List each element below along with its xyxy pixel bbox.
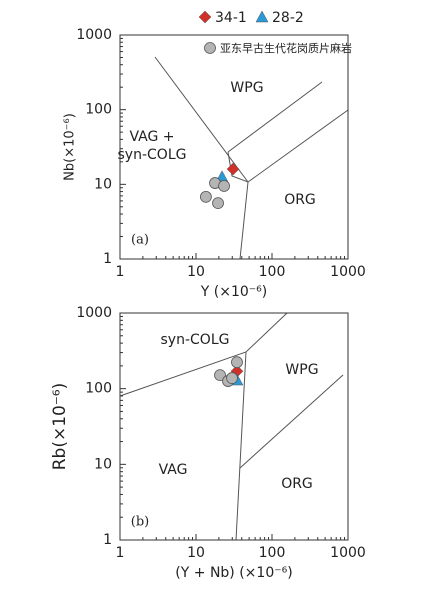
x-axis-label: Y (×10⁻⁶) [200,284,267,300]
y-tick-label: 10 [94,456,112,472]
field-label: (a) [131,233,149,248]
x-axis-label: (Y + Nb) (×10⁻⁶) [175,565,292,581]
field-label: syn-COLG [118,147,187,163]
point [212,197,224,210]
y-tick-label: 1000 [76,27,112,43]
field-label: syn-COLG [161,332,230,348]
field-label: VAG + [129,129,174,145]
boundary [119,312,288,397]
field-label: ORG [284,192,316,208]
legend-label: 34-1 [215,10,247,26]
y-tick-label: 1 [103,532,112,548]
y-tick-label: 1 [103,251,112,267]
legend-label: 亚东早古生代花岗质片麻岩 [220,41,352,55]
boundary [227,81,323,153]
point [200,190,212,203]
x-tick-label: 1 [116,264,125,280]
field-label: VAG [159,462,188,478]
legend-marker [255,10,269,23]
legend-marker [198,10,212,24]
plot-frame [119,312,349,541]
y-tick-label: 100 [85,102,112,118]
field-label: WPG [230,80,263,96]
point [226,372,238,384]
x-tick-label: 1000 [330,264,366,280]
x-tick-label: 1000 [330,545,366,561]
y-axis-label: Rb(×10⁻⁶) [50,383,70,471]
y-tick-label: 1000 [76,305,112,321]
boundary [227,109,349,183]
boundary [239,374,344,469]
x-tick-label: 100 [259,264,286,280]
x-tick-label: 10 [187,545,205,561]
x-tick-label: 10 [187,264,205,280]
point [214,369,226,382]
y-axis-label: Nb(×10⁻⁶) [63,113,78,181]
field-label: WPG [285,362,318,378]
legend-label: 28-2 [272,10,304,26]
field-label: ORG [281,476,313,492]
field-label: (b) [131,515,149,530]
point [226,162,240,176]
boundary [235,351,247,541]
legend-marker [204,42,216,54]
point [231,356,243,369]
point [218,180,230,192]
x-tick-label: 100 [259,545,286,561]
y-tick-label: 100 [85,381,112,397]
field-boundaries [119,56,349,541]
x-tick-label: 1 [116,545,125,561]
y-tick-label: 10 [94,176,112,192]
plot-frame [119,34,349,260]
